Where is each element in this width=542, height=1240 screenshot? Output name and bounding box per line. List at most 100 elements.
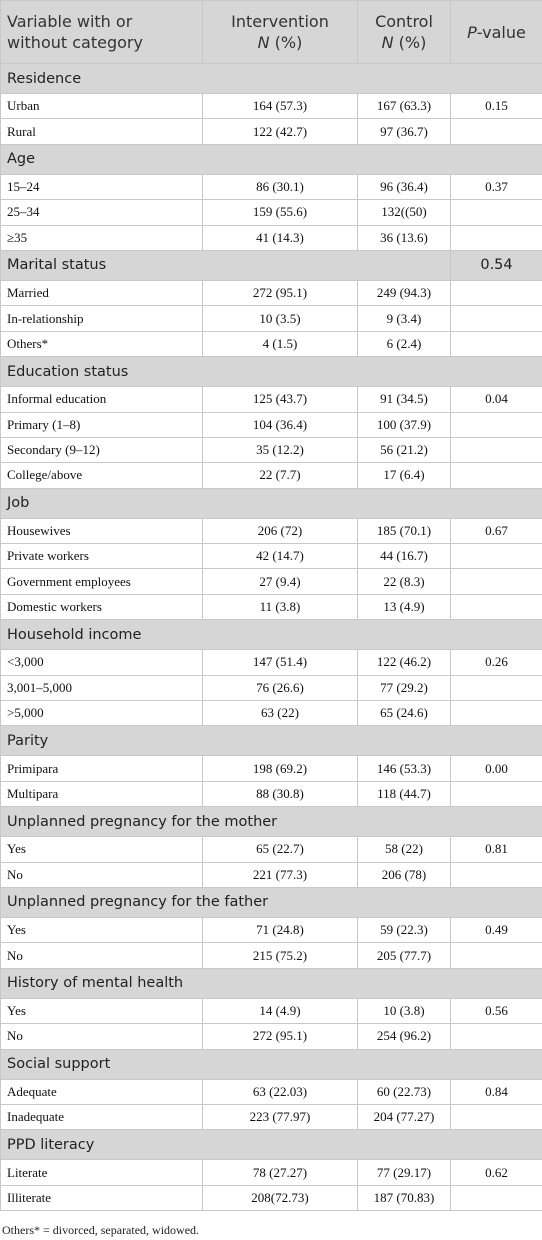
p-value: [450, 279, 542, 307]
p-value: [450, 1023, 542, 1050]
section-title: Unplanned pregnancy for the father: [0, 886, 542, 918]
intervention-cell: 63 (22.03): [202, 1078, 358, 1105]
control-cell: 9 (3.4): [357, 305, 451, 332]
p-value: [450, 224, 542, 251]
control-cell: 22 (8.3): [357, 568, 451, 595]
p-value: 0.04: [450, 386, 542, 413]
header-text: Intervention: [231, 12, 329, 31]
intervention-cell: 27 (9.4): [202, 568, 358, 595]
section-row: Household income: [0, 619, 542, 651]
row-label: Others*: [0, 330, 203, 358]
section-title: History of mental health: [0, 967, 542, 999]
intervention-cell: 198 (69.2): [202, 755, 358, 782]
p-value: [450, 330, 542, 358]
p-value: [450, 199, 542, 226]
section-title: PPD literacy: [0, 1129, 542, 1161]
p-value: [450, 780, 542, 808]
intervention-cell: 208(72.73): [202, 1184, 358, 1212]
data-row: Urban 164 (57.3) 167 (63.3) 0.15: [0, 92, 542, 120]
p-value: [450, 1184, 542, 1212]
control-cell: 13 (4.9): [357, 593, 451, 621]
intervention-cell: 164 (57.3): [202, 92, 358, 120]
p-value: [450, 436, 542, 464]
section-title: Job: [0, 487, 542, 519]
header-italic: N: [257, 33, 270, 52]
row-label: Multipara: [0, 780, 203, 808]
section-row: Education status: [0, 356, 542, 388]
data-row: Married 272 (95.1) 249 (94.3): [0, 279, 542, 307]
data-row: Informal education 125 (43.7) 91 (34.5) 0.0…: [0, 386, 542, 413]
control-cell: 59 (22.3): [357, 916, 451, 944]
data-row: Yes 14 (4.9) 10 (3.8) 0.56: [0, 997, 542, 1025]
section-title: Residence: [0, 63, 542, 94]
data-row: College/above 22 (7.7) 17 (6.4): [0, 462, 542, 489]
data-row: >5,000 63 (22) 65 (24.6): [0, 700, 542, 727]
p-value: [450, 942, 542, 969]
control-cell: 60 (22.73): [357, 1078, 451, 1105]
row-label: Primipara: [0, 755, 203, 782]
intervention-cell: 86 (30.1): [202, 173, 358, 201]
table-body: Residence Urban 164 (57.3) 167 (63.3) 0.15 Ru…: [0, 63, 542, 1212]
data-row: 25–34 159 (55.6) 132((50): [0, 199, 542, 226]
row-label: Yes: [0, 836, 203, 863]
row-label: Urban: [0, 92, 203, 120]
intervention-cell: 76 (26.6): [202, 674, 358, 702]
control-cell: 91 (34.5): [357, 386, 451, 413]
row-label: In-relationship: [0, 305, 203, 332]
intervention-cell: 104 (36.4): [202, 411, 358, 438]
control-cell: 36 (13.6): [357, 224, 451, 251]
intervention-cell: 88 (30.8): [202, 780, 358, 808]
p-value: 0.81: [450, 836, 542, 863]
header-text: -value: [476, 22, 526, 42]
row-label: Primary (1–8): [0, 411, 203, 438]
data-row: In-relationship 10 (3.5) 9 (3.4): [0, 305, 542, 332]
section-row: Unplanned pregnancy for the mother: [0, 806, 542, 838]
data-row: Yes 65 (22.7) 58 (22) 0.81: [0, 836, 542, 863]
row-label: Informal education: [0, 386, 203, 413]
data-row: No 272 (95.1) 254 (96.2): [0, 1023, 542, 1050]
header-line: P-value: [457, 22, 536, 43]
intervention-cell: 215 (75.2): [202, 942, 358, 969]
p-value: [450, 543, 542, 570]
p-value: [450, 462, 542, 489]
control-cell: 167 (63.3): [357, 92, 451, 120]
row-label: 3,001–5,000: [0, 674, 203, 702]
section-row: PPD literacy: [0, 1129, 542, 1161]
p-value: 0.37: [450, 173, 542, 201]
section-row: Residence: [0, 63, 542, 94]
section-title: Parity: [0, 725, 542, 757]
section-row: Social support: [0, 1048, 542, 1080]
p-value: [450, 305, 542, 332]
intervention-cell: 272 (95.1): [202, 279, 358, 307]
p-value: [450, 411, 542, 438]
section-title: Age: [0, 143, 542, 175]
data-row: ≥35 41 (14.3) 36 (13.6): [0, 224, 542, 251]
row-label: No: [0, 1023, 203, 1050]
section-row: Unplanned pregnancy for the father: [0, 886, 542, 918]
row-label: Domestic workers: [0, 593, 203, 621]
intervention-cell: 11 (3.8): [202, 593, 358, 621]
header-line: Variable with or: [7, 11, 196, 32]
control-cell: 206 (78): [357, 861, 451, 888]
intervention-cell: 147 (51.4): [202, 649, 358, 676]
section-title: Education status: [0, 356, 542, 388]
data-row: Domestic workers 11 (3.8) 13 (4.9): [0, 593, 542, 621]
control-cell: 254 (96.2): [357, 1023, 451, 1050]
data-row: Literate 78 (27.27) 77 (29.17) 0.62: [0, 1159, 542, 1186]
intervention-cell: 272 (95.1): [202, 1023, 358, 1050]
row-label: No: [0, 861, 203, 888]
row-label: Housewives: [0, 517, 203, 545]
data-row: Rural 122 (42.7) 97 (36.7): [0, 118, 542, 145]
header-line: Control: [364, 11, 444, 32]
data-row: <3,000 147 (51.4) 122 (46.2) 0.26: [0, 649, 542, 676]
header-line: N (%): [364, 32, 444, 53]
header-cell: P-value: [450, 0, 542, 64]
row-label: 25–34: [0, 199, 203, 226]
intervention-cell: 22 (7.7): [202, 462, 358, 489]
p-value: [450, 674, 542, 702]
footnote: Others* = divorced, separated, widowed.: [2, 1223, 200, 1238]
intervention-cell: 71 (24.8): [202, 916, 358, 944]
data-row: Government employees 27 (9.4) 22 (8.3): [0, 568, 542, 595]
header-cell: Control N (%): [357, 0, 451, 64]
control-cell: 44 (16.7): [357, 543, 451, 570]
